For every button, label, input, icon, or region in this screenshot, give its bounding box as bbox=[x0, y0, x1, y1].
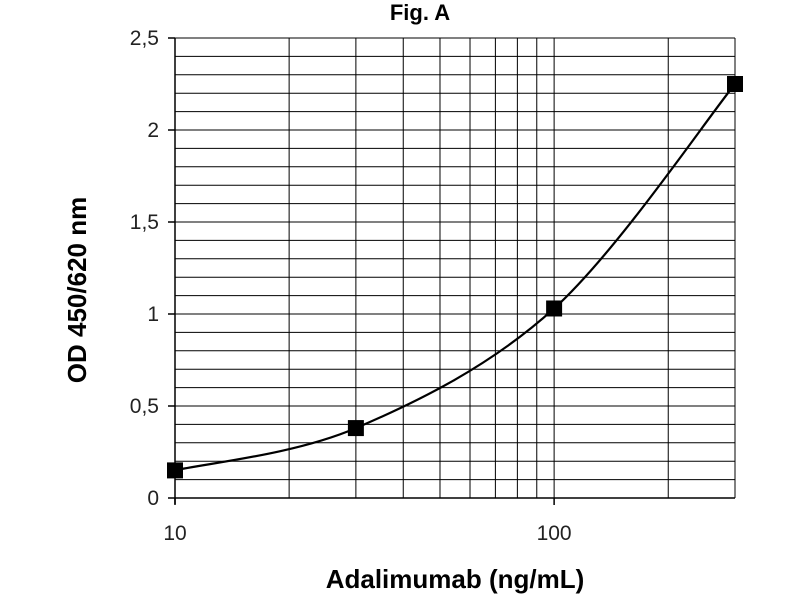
y-axis-title: OD 450/620 nm bbox=[62, 197, 92, 383]
y-tick-label: 1,5 bbox=[130, 211, 159, 234]
y-tick-label: 0,5 bbox=[130, 395, 159, 418]
grid bbox=[174, 37, 736, 499]
data-point bbox=[167, 462, 183, 479]
data-point bbox=[727, 76, 743, 92]
data-point bbox=[347, 420, 364, 437]
y-tick-label: 1 bbox=[147, 303, 159, 326]
y-tick-label: 0 bbox=[147, 487, 159, 510]
data-points bbox=[167, 76, 743, 479]
tick-labels: 0 0,5 1 1,5 2 2,5 10 100 bbox=[130, 27, 572, 545]
x-tick-label: 100 bbox=[537, 522, 572, 545]
x-tick-label: 10 bbox=[163, 522, 186, 545]
series-line bbox=[174, 83, 736, 472]
x-axis-title: Adalimumab (ng/mL) bbox=[326, 564, 585, 594]
chart-title: Fig. A bbox=[390, 0, 450, 25]
y-tick-label: 2,5 bbox=[130, 27, 159, 50]
y-tick-label: 2 bbox=[147, 119, 159, 142]
axes bbox=[168, 37, 735, 505]
data-point bbox=[546, 300, 563, 317]
